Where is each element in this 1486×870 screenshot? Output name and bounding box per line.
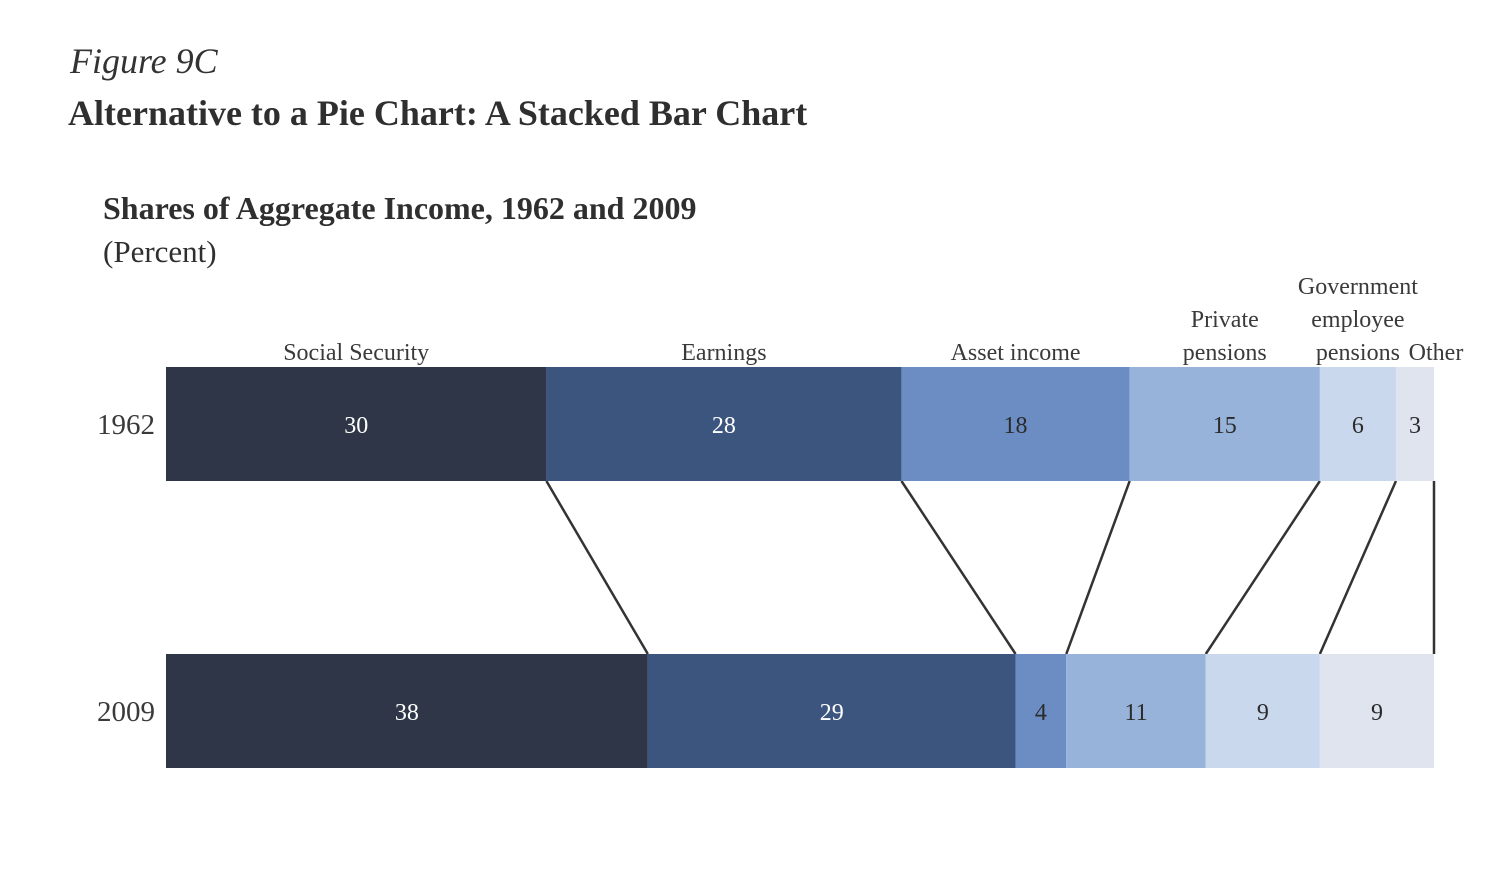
connector-private-pensions (1204, 480, 1321, 655)
value-label-government-employee-pensions-2009: 9 (1257, 700, 1269, 726)
bar-asset-income-2009 (1015, 654, 1067, 768)
connector-social-security (545, 480, 649, 655)
bar-private-pensions-2009 (1066, 654, 1206, 768)
connector-government-employee-pensions (1318, 480, 1398, 655)
category-label-asset-income: Asset income (951, 340, 1081, 366)
bar-other-1962 (1395, 367, 1434, 481)
year-label-2009: 2009 (97, 696, 155, 728)
connector-asset-income (1065, 480, 1131, 655)
value-label-asset-income-1962: 18 (1004, 413, 1028, 439)
bar-earnings-2009 (647, 654, 1016, 768)
figure-label: Figure 9C (70, 41, 218, 81)
category-label-social-security: Social Security (283, 340, 429, 366)
bar-earnings-1962 (546, 367, 902, 481)
connector-lines (545, 480, 1436, 655)
category-label-other: Other (1409, 340, 1464, 366)
category-label-earnings: Earnings (681, 340, 766, 366)
bar-private-pensions-1962 (1129, 367, 1320, 481)
value-label-private-pensions-2009: 11 (1124, 700, 1147, 726)
category-label-private-pensions: Private pensions (1183, 307, 1267, 366)
value-label-private-pensions-1962: 15 (1213, 413, 1237, 439)
bar-social-security-1962 (166, 367, 547, 481)
connector-earnings (900, 480, 1017, 655)
bar-government-employee-pensions-1962 (1319, 367, 1396, 481)
labels-group: 30 28 18 15 6 3 1962 38 29 4 11 9 9 2009 Social Securi… (97, 274, 1463, 728)
bars-group (166, 367, 1434, 768)
bar-social-security-2009 (166, 654, 648, 768)
value-label-earnings-2009: 29 (820, 700, 844, 726)
value-label-other-1962: 3 (1409, 413, 1421, 439)
bar-asset-income-1962 (901, 367, 1130, 481)
value-label-asset-income-2009: 4 (1035, 700, 1047, 726)
value-label-social-security-2009: 38 (395, 700, 419, 726)
value-label-earnings-1962: 28 (712, 413, 736, 439)
figure-title: Alternative to a Pie Chart: A Stacked Ba… (68, 93, 808, 133)
value-label-other-2009: 9 (1371, 700, 1383, 726)
value-label-government-employee-pensions-1962: 6 (1352, 413, 1364, 439)
year-label-1962: 1962 (97, 409, 155, 441)
bar-government-employee-pensions-2009 (1205, 654, 1320, 768)
value-label-social-security-1962: 30 (344, 413, 368, 439)
chart-title: Shares of Aggregate Income, 1962 and 200… (103, 190, 697, 226)
chart-subtitle: (Percent) (103, 234, 217, 269)
category-label-government-employee-pensions: Government employee pensions (1298, 274, 1418, 366)
bar-other-2009 (1319, 654, 1434, 768)
